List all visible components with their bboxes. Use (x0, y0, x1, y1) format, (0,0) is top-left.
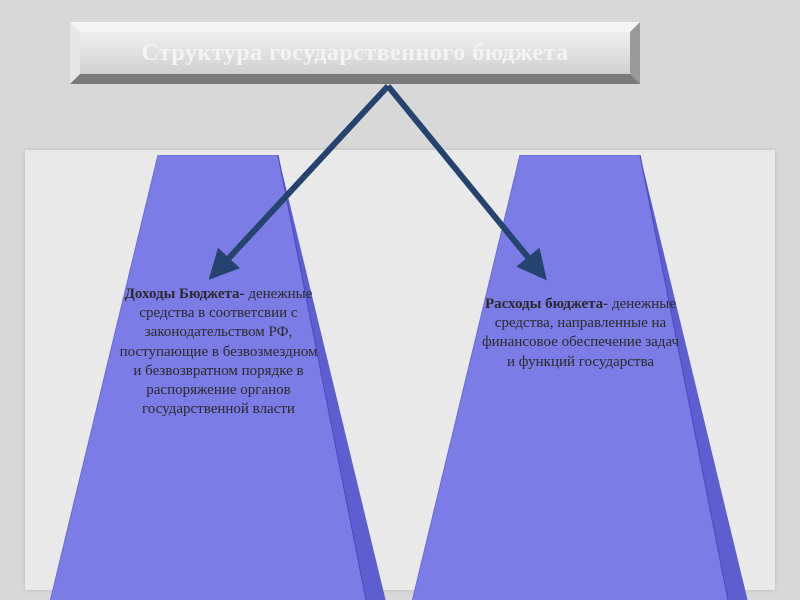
right-pyramid: Расходы бюджета- денежные средства, напр… (410, 155, 750, 600)
page-title: Структура государственного бюджета (141, 40, 568, 67)
left-pyramid-body: денежные средства в соответсвии с законо… (120, 286, 318, 417)
title-frame: Структура государственного бюджета (70, 22, 640, 84)
right-pyramid-title: Расходы бюджета- (485, 296, 608, 312)
left-pyramid-title: Доходы Бюджета- (125, 286, 245, 302)
left-pyramid-text: Доходы Бюджета- денежные средства в соот… (116, 285, 321, 419)
left-pyramid: Доходы Бюджета- денежные средства в соот… (48, 155, 388, 600)
right-pyramid-shape (410, 155, 750, 600)
right-pyramid-text: Расходы бюджета- денежные средства, напр… (478, 295, 683, 372)
